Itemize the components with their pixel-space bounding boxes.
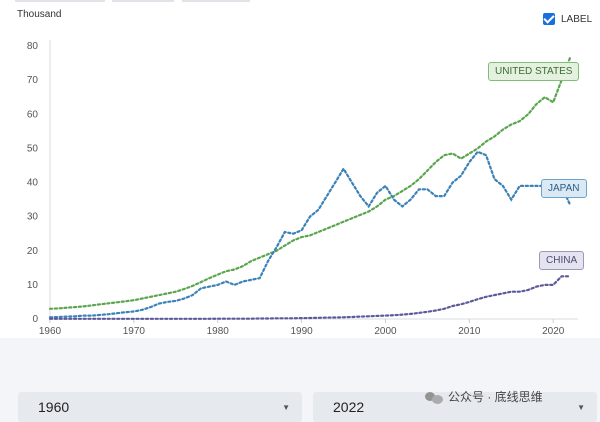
- chevron-down-icon: ▼: [577, 402, 585, 412]
- wechat-icon: [425, 390, 443, 404]
- chevron-down-icon: ▼: [282, 402, 290, 412]
- line-chart: 0 10 20 30 40 50 60 70 80 1960 1970 1980 1990 2000 201…: [27, 40, 578, 337]
- end-year-select[interactable]: 2022 ▼: [313, 392, 597, 422]
- x-tick-label: 1980: [207, 326, 230, 337]
- x-tick-label: 2010: [458, 326, 481, 337]
- y-tick-label: 40: [27, 178, 39, 189]
- y-tick-label: 80: [27, 41, 39, 52]
- y-tick-label: 50: [27, 143, 39, 154]
- start-year-select[interactable]: 1960 ▼: [18, 392, 302, 422]
- y-unit-label: Thousand: [17, 9, 62, 20]
- y-tick-label: 60: [27, 109, 39, 120]
- x-tick-label: 1960: [39, 326, 62, 337]
- start-year-value: 1960: [38, 399, 70, 415]
- label-toggle[interactable]: LABEL: [543, 13, 592, 25]
- watermark-text: 公众号 · 底线思维: [448, 390, 543, 404]
- top-tab-1: [15, 0, 105, 2]
- watermark: 公众号 · 底线思维: [425, 388, 543, 405]
- top-tab-2: [112, 0, 174, 2]
- y-tick-label: 10: [27, 280, 39, 291]
- series-tag-china: CHINA: [539, 251, 585, 270]
- y-tick-label: 20: [27, 246, 39, 257]
- x-tick-label: 2000: [374, 326, 397, 337]
- top-tab-3: [182, 0, 250, 2]
- series-line-united-states: [48, 56, 572, 310]
- series-line-china: [48, 275, 572, 320]
- y-tick-label: 0: [32, 314, 38, 325]
- y-tick-label: 70: [27, 75, 39, 86]
- x-tick-label: 1990: [290, 326, 313, 337]
- series-line-japan: [48, 150, 572, 319]
- y-tick-label: 30: [27, 212, 39, 223]
- series-tag-united-states: UNITED STATES: [488, 62, 580, 81]
- end-year-value: 2022: [333, 399, 365, 415]
- chart-area: 0 10 20 30 40 50 60 70 80 1960 1970 1980 1990 2000 201…: [0, 0, 600, 338]
- series-tag-japan: JAPAN: [541, 179, 587, 198]
- x-tick-label: 1970: [123, 326, 146, 337]
- label-checkbox[interactable]: [543, 13, 555, 25]
- x-tick-label: 2020: [542, 326, 565, 337]
- label-toggle-text: LABEL: [561, 13, 593, 25]
